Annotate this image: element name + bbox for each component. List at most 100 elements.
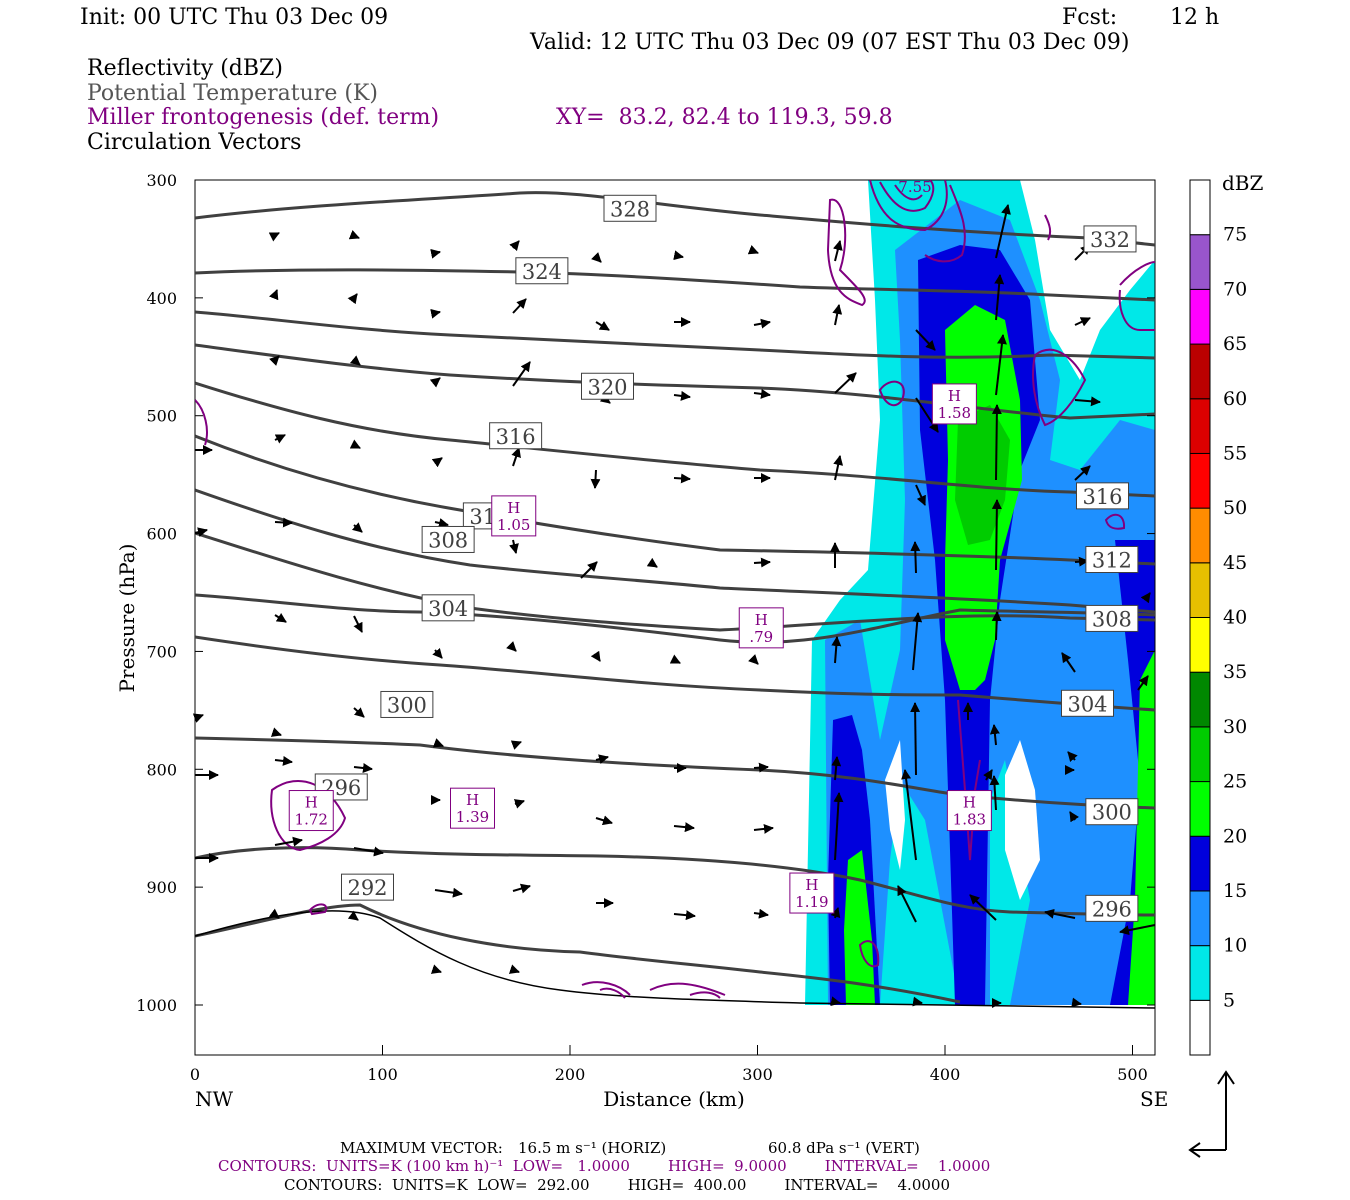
svg-text:300: 300: [1092, 801, 1132, 825]
theta-label: 300: [380, 690, 434, 718]
colorbar-level-label: 40: [1223, 607, 1247, 629]
x-axis-se: SE: [1140, 1087, 1168, 1111]
svg-text:1.83: 1.83: [953, 811, 986, 829]
svg-text:316: 316: [496, 425, 536, 449]
theta-label: 312: [1085, 546, 1139, 573]
x-tick-label: 500: [1117, 1065, 1148, 1084]
y-tick-label: 700: [146, 642, 177, 661]
svg-text:332: 332: [1090, 228, 1130, 252]
y-tick-label: 300: [146, 171, 177, 190]
y-tick-label: 600: [146, 525, 177, 544]
theta-label: 304: [1061, 689, 1114, 717]
svg-text:7.55: 7.55: [898, 178, 931, 196]
svg-text:316: 316: [1082, 485, 1122, 509]
svg-text:1.58: 1.58: [938, 404, 971, 422]
x-axis: 0 100 200 300 400 500: [190, 1045, 1148, 1084]
y-tick-label: 500: [146, 407, 177, 426]
svg-text:H: H: [507, 499, 520, 517]
contour-info-theta: CONTOURS: UNITS=K LOW= 292.00 HIGH= 400.…: [284, 1176, 950, 1194]
y-tick-label: 900: [146, 878, 177, 897]
circulation-vectors: [192, 204, 1156, 1008]
y-tick-label: 800: [146, 760, 177, 779]
svg-text:1.72: 1.72: [295, 811, 328, 829]
svg-text:H: H: [805, 876, 818, 894]
theta-label: 308: [1085, 604, 1139, 632]
y-axis-label: Pressure (hPa): [115, 544, 139, 693]
svg-text:296: 296: [1092, 897, 1132, 921]
colorbar-level-label: 60: [1223, 388, 1247, 410]
legend-vectors: Circulation Vectors: [87, 130, 302, 155]
svg-text:300: 300: [387, 693, 427, 717]
colorbar-level-label: 50: [1223, 497, 1247, 519]
vector-scale-icon: [1188, 1070, 1235, 1158]
svg-text:H: H: [948, 387, 961, 405]
colorbar-segment: [1189, 562, 1211, 618]
theta-contour-labels: 3283243203163123083043002962923323163123…: [314, 194, 1139, 922]
y-tick-label: 1000: [136, 996, 177, 1015]
fronto-max-label: H1.05: [491, 495, 537, 537]
theta-label: 316: [1076, 482, 1129, 510]
theta-label: 300: [1085, 798, 1139, 826]
colorbar-segment: [1189, 890, 1211, 947]
svg-text:H: H: [755, 611, 768, 629]
theta-label: 308: [421, 525, 475, 553]
fronto-max-label: H1.39: [450, 787, 495, 829]
x-tick-label: 200: [555, 1065, 586, 1084]
colorbar-segment: [1189, 234, 1211, 290]
colorbar-segment: [1189, 726, 1211, 783]
colorbar-level-label: 55: [1223, 442, 1247, 464]
forecast-hour: 12 h: [1170, 5, 1220, 30]
fronto-max-label: H.79: [738, 607, 784, 649]
cross-section-endpoints: XY= 83.2, 82.4 to 119.3, 59.8: [556, 105, 893, 130]
x-axis-nw: NW: [195, 1087, 234, 1111]
x-tick-label: 0: [190, 1065, 200, 1084]
svg-text:308: 308: [428, 528, 468, 552]
colorbar-level-label: 30: [1223, 716, 1247, 738]
svg-text:320: 320: [587, 375, 627, 399]
colorbar-segment: [1189, 999, 1211, 1056]
svg-text:.79: .79: [749, 628, 773, 646]
y-tick-label: 400: [146, 289, 177, 308]
x-tick-label: 100: [367, 1065, 398, 1084]
frontogenesis-contours: [195, 180, 1155, 999]
theta-label: 292: [341, 873, 394, 901]
reflectivity-colorbar: 5 10 15 20 25 30 35 40 45 50 55 60 65 70 75: [1189, 179, 1247, 1056]
svg-text:292: 292: [347, 876, 387, 900]
fronto-max-label: H1.58: [931, 383, 977, 425]
svg-text:H: H: [305, 794, 318, 812]
theta-label: 324: [515, 257, 569, 285]
max-vector-label: MAXIMUM VECTOR:: [340, 1139, 503, 1157]
colorbar-level-label: 5: [1223, 989, 1235, 1011]
svg-text:324: 324: [522, 260, 562, 284]
theta-label: 316: [489, 422, 543, 450]
init-time: Init: 00 UTC Thu 03 Dec 09: [80, 5, 389, 30]
colorbar-level-label: 15: [1223, 880, 1247, 902]
colorbar-level-label: 25: [1223, 771, 1247, 793]
svg-text:304: 304: [1067, 692, 1107, 716]
colorbar-level-label: 10: [1223, 935, 1247, 957]
colorbar-segment: [1189, 398, 1211, 454]
theta-label: 304: [421, 594, 475, 622]
svg-text:304: 304: [428, 597, 468, 621]
fronto-max-label: H1.19: [789, 872, 835, 914]
contour-info-fronto: CONTOURS: UNITS=K (100 km h)⁻¹ LOW= 1.00…: [218, 1157, 991, 1175]
svg-text:H: H: [963, 794, 976, 812]
svg-text:H: H: [466, 791, 479, 809]
svg-text:1.39: 1.39: [456, 808, 489, 826]
x-tick-label: 300: [742, 1065, 773, 1084]
colorbar-level-label: 65: [1223, 333, 1247, 355]
svg-text:308: 308: [1092, 607, 1132, 631]
svg-text:312: 312: [1092, 549, 1132, 573]
theta-contours: [195, 191, 1155, 1004]
fronto-max-label: H1.72: [288, 790, 334, 832]
svg-text:1.19: 1.19: [795, 893, 828, 911]
fronto-max-label: 7.55: [898, 178, 931, 196]
x-axis-label: Distance (km): [603, 1087, 745, 1111]
colorbar-segment: [1189, 452, 1211, 509]
fronto-max-label: H1.83: [946, 790, 992, 832]
theta-label: 296: [1085, 894, 1139, 922]
theta-label: 320: [581, 372, 634, 400]
max-vector-horiz: 16.5 m s⁻¹ (HORIZ): [518, 1139, 667, 1157]
